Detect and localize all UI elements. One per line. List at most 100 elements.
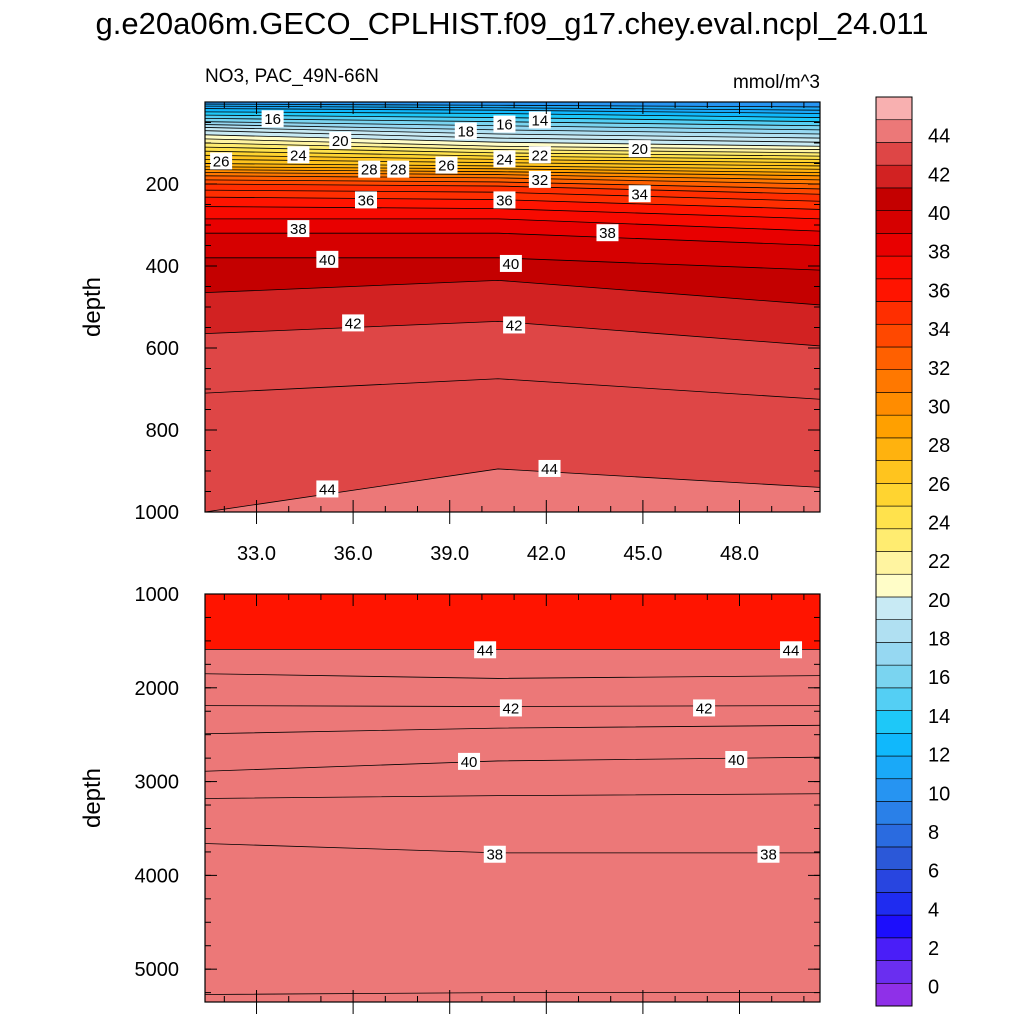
panel-left-title: NO3, PAC_49N-66N xyxy=(205,66,379,87)
contour-label: 38 xyxy=(486,847,503,864)
colorbar-label: 28 xyxy=(928,435,950,457)
contour-label: 38 xyxy=(760,847,777,864)
contour-label: 34 xyxy=(631,186,648,203)
y-tick-label: 600 xyxy=(146,338,179,360)
contour-label-box xyxy=(329,131,352,149)
contour-line xyxy=(205,103,820,108)
contour-label-box xyxy=(316,250,339,268)
colorbar-label: 30 xyxy=(928,396,950,418)
contour-label-box xyxy=(342,314,365,332)
upper-panel: 16 20 18 16 14 20 26 24 28 28 26 24 22 32 34 36 36 38 38 40… xyxy=(79,66,821,565)
colorbar-label: 36 xyxy=(928,280,950,302)
contour-line xyxy=(205,130,820,143)
x-tick-label: 39.0 xyxy=(430,543,469,565)
x-tick-label: 33.0 xyxy=(237,543,276,565)
colorbar-label: 24 xyxy=(928,512,950,534)
contour-label-box xyxy=(499,699,522,717)
y-tick-label: 5000 xyxy=(135,959,180,981)
x-tick-label: 45.0 xyxy=(623,543,662,565)
contour-label: 44 xyxy=(477,642,494,659)
contour-label: 22 xyxy=(532,147,549,164)
colorbar-label: 22 xyxy=(928,551,950,573)
contour-label: 36 xyxy=(358,192,375,209)
contour-label-box xyxy=(474,641,497,659)
contour-label-box xyxy=(757,845,780,863)
colorbar-swatch xyxy=(875,96,913,121)
colorbar-swatch xyxy=(875,323,913,348)
contour-label: 38 xyxy=(599,225,616,242)
contour-label-box xyxy=(210,152,233,170)
colorbar: 0246810121416182022242628303234363840424… xyxy=(875,96,950,1007)
colorbar-swatch xyxy=(875,596,913,620)
colorbar-swatch xyxy=(875,187,913,211)
x-tick-label: 48.0 xyxy=(720,543,759,565)
contour-label-box xyxy=(628,185,651,203)
y-axis-label: depth xyxy=(79,277,106,337)
contour-line xyxy=(205,179,820,190)
contour-line xyxy=(205,468,820,512)
y-axis-label: depth xyxy=(79,768,106,828)
contour-label: 40 xyxy=(319,252,336,269)
contour-label: 44 xyxy=(319,481,336,498)
contour-label: 24 xyxy=(290,147,307,164)
colorbar-label: 16 xyxy=(928,667,950,689)
contour-label-box xyxy=(354,191,377,209)
colorbar-swatch xyxy=(875,732,913,757)
colorbar-label: 8 xyxy=(928,822,939,844)
contour-label: 24 xyxy=(496,151,513,168)
contour-label: 40 xyxy=(728,752,745,769)
colorbar-swatch xyxy=(875,119,913,143)
contour-label-box xyxy=(435,156,458,174)
contour-label: 20 xyxy=(332,133,349,150)
lower-panel: 44 44 42 42 40 40 38 38 1000 2000 3000 4000 5000 dept… xyxy=(79,584,821,1014)
contour-label-box xyxy=(538,459,561,477)
colorbar-swatch xyxy=(875,914,913,939)
contour-label: 42 xyxy=(503,700,520,717)
colorbar-swatch xyxy=(875,505,913,530)
contour-label-box xyxy=(458,752,481,770)
colorbar-swatch xyxy=(875,801,913,825)
contour-label: 28 xyxy=(361,162,378,179)
contour-label-box xyxy=(454,122,477,140)
colorbar-swatch xyxy=(875,846,913,870)
contour-label-box xyxy=(493,150,516,168)
contour-label-box xyxy=(596,224,619,242)
contour-label-box xyxy=(261,110,284,128)
colorbar-swatch xyxy=(875,664,913,689)
colorbar-swatch xyxy=(875,937,913,961)
y-tick-label: 2000 xyxy=(135,678,180,700)
contour-line xyxy=(205,111,820,118)
contour-label-box xyxy=(499,254,522,272)
contour-label-box xyxy=(287,220,310,238)
contour-line xyxy=(205,724,820,735)
colorbar-label: 18 xyxy=(928,629,950,651)
y-tick-label: 4000 xyxy=(135,865,180,887)
colorbar-swatch xyxy=(875,278,913,302)
colorbar-swatch xyxy=(875,869,913,893)
colorbar-swatch xyxy=(875,528,913,552)
colorbar-swatch xyxy=(875,982,913,1007)
colorbar-swatch xyxy=(875,210,913,234)
contour-line xyxy=(205,175,820,185)
contour-label: 16 xyxy=(264,111,281,128)
plot-frame xyxy=(204,593,821,1003)
colorbar-swatch xyxy=(875,892,913,916)
contour-line xyxy=(205,172,820,181)
contour-label: 26 xyxy=(213,153,230,170)
colorbar-label: 44 xyxy=(928,126,950,148)
colorbar-label: 42 xyxy=(928,164,950,186)
colorbar-swatch xyxy=(875,755,913,780)
y-tick-label: 3000 xyxy=(135,772,180,794)
contour-label-box xyxy=(483,845,506,863)
contour-label-box xyxy=(780,641,803,659)
colorbar-label: 34 xyxy=(928,319,950,341)
colorbar-label: 38 xyxy=(928,242,950,264)
contour-label-box xyxy=(493,115,516,133)
plot-area: 16 20 18 16 14 20 26 24 28 28 26 24 22 32 34 36 36 38 38 40… xyxy=(205,102,820,512)
contour-line xyxy=(205,138,820,150)
contour-line xyxy=(205,108,820,114)
colorbar-swatch xyxy=(875,437,913,461)
colorbar-swatch xyxy=(875,460,913,484)
colorbar-frame xyxy=(875,96,913,1007)
